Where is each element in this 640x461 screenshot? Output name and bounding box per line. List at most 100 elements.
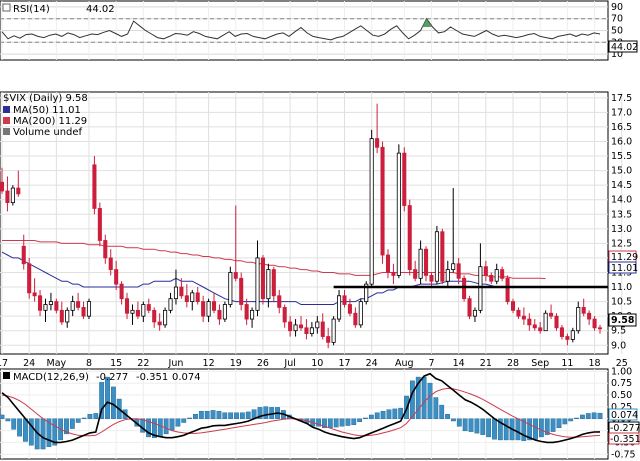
candle-body [184, 295, 189, 302]
macd-hist-bar [468, 418, 474, 432]
macd-hist-bar [574, 417, 579, 419]
rsi-tick-label: 10 [611, 49, 623, 60]
candle-body [54, 301, 59, 311]
candle-body [288, 321, 293, 332]
candle-body [190, 292, 195, 303]
price-legend: $VIX (Daily) 9.58 MA(50) 11.01 MA(200) 1… [3, 93, 88, 138]
candle-body [358, 301, 363, 326]
rsi-legend-value: 44.02 [86, 4, 115, 15]
candle-body [10, 187, 15, 204]
macd-hist-bar [339, 418, 345, 427]
price-tick-label: 16.0 [611, 136, 632, 147]
rsi-series-line [1, 17, 601, 41]
candle-body [445, 269, 450, 282]
candle-body [81, 307, 86, 317]
macd-signal-last-box [608, 432, 640, 445]
candle-body [173, 286, 178, 300]
macd-hist-bar [40, 418, 46, 450]
rsi-line [1, 17, 601, 41]
candle-body [483, 266, 488, 276]
date-tick-label: 14 [453, 358, 465, 369]
macd-hist-bar [81, 417, 87, 419]
date-tick-label: Aug [395, 358, 414, 369]
macd-hist-bar [456, 418, 462, 427]
macd-hist-bar [521, 418, 527, 441]
candle-body [141, 304, 146, 317]
candle-body [456, 263, 461, 279]
candle-body [521, 315, 526, 320]
macd-hist-bar [28, 418, 34, 446]
candle-body [516, 309, 521, 317]
date-tick-label: 7 [428, 358, 434, 369]
macd-hist-bar [105, 376, 110, 419]
macd-hist-bar [380, 410, 386, 419]
macd-hist-bar [515, 418, 521, 441]
macd-line-last-text: -0.277 [610, 423, 640, 434]
macd-hist-bar [497, 418, 503, 441]
macd-hist-bar [351, 418, 357, 426]
price-last-text: 9.58 [611, 315, 635, 326]
date-tick-label: Sep [531, 358, 549, 369]
macd-hist-bar [392, 408, 398, 419]
rsi-tick-label: 70 [611, 14, 623, 25]
candle-body [543, 312, 548, 332]
macd-hist-bar [234, 412, 239, 419]
macd-hist-bar [433, 397, 439, 419]
date-tick-label: 12 [203, 358, 215, 369]
candle-body [76, 301, 81, 308]
macd-hist-bar [363, 417, 368, 419]
macd-legend-hist: 0.074 [172, 372, 201, 383]
candle-body [424, 248, 429, 276]
candle-body [0, 181, 5, 192]
candle-body [271, 269, 276, 297]
candle-body [298, 324, 304, 329]
macd-hist-bar [439, 404, 445, 419]
rsi-tick-label: 50 [611, 26, 623, 37]
macd-hist-last-box [608, 408, 638, 421]
macd-gridlines [0, 369, 623, 459]
candle-body [16, 187, 21, 195]
candle-body [21, 245, 26, 265]
macd-hist-bar [169, 418, 175, 431]
ma50-last-box [608, 261, 637, 274]
candle-body [505, 277, 510, 302]
candle-body [114, 269, 119, 285]
candle-body [570, 330, 575, 340]
rsi-last-value-text: 44.02 [611, 42, 638, 53]
candle-body [222, 304, 227, 320]
ma200-last-text: 11.29 [611, 252, 638, 263]
macd-hist-bar [451, 418, 456, 422]
macd-hist-bar [533, 418, 538, 440]
candle-body [108, 257, 113, 270]
date-tick-label: 17 [338, 358, 350, 369]
rsi-tick-label: 90 [611, 2, 623, 13]
macd-hist-bar [93, 413, 99, 419]
date-tick-label: May [47, 358, 67, 369]
macd-hist-bar [591, 412, 597, 419]
price-tick-label: 11.0 [611, 282, 632, 293]
date-tick-label: 25 [616, 358, 628, 369]
candle-body [255, 257, 260, 311]
macd-hist-bar [445, 413, 450, 419]
candle-body [337, 295, 342, 320]
macd-hist-bar [550, 418, 556, 432]
macd-legend-label: MACD(12,26,9) [13, 372, 89, 383]
macd-signal-last-text: -0.351 [610, 434, 640, 445]
macd-hist-bar [198, 410, 204, 419]
macd-hist-bar [316, 418, 321, 427]
macd-hist-bar [17, 418, 22, 437]
macd-hist-bar [544, 418, 550, 435]
rsi-legend: RSI(14) 44.02 [2, 3, 115, 15]
macd-hist-bar [157, 418, 163, 437]
price-tick-label: 16.5 [611, 122, 632, 133]
macd-tick-label: 1.00 [611, 366, 632, 377]
candle-body [228, 272, 233, 305]
macd-hist-bar [568, 418, 574, 422]
candle-body [342, 295, 347, 305]
date-tick-label: 8 [86, 358, 92, 369]
candle-body [130, 309, 135, 314]
candle-body [380, 146, 385, 256]
date-tick-label: 10 [311, 358, 323, 369]
macd-last-badges: 0.074 -0.277 -0.351 [608, 408, 640, 445]
macd-hist-bar [216, 410, 222, 419]
